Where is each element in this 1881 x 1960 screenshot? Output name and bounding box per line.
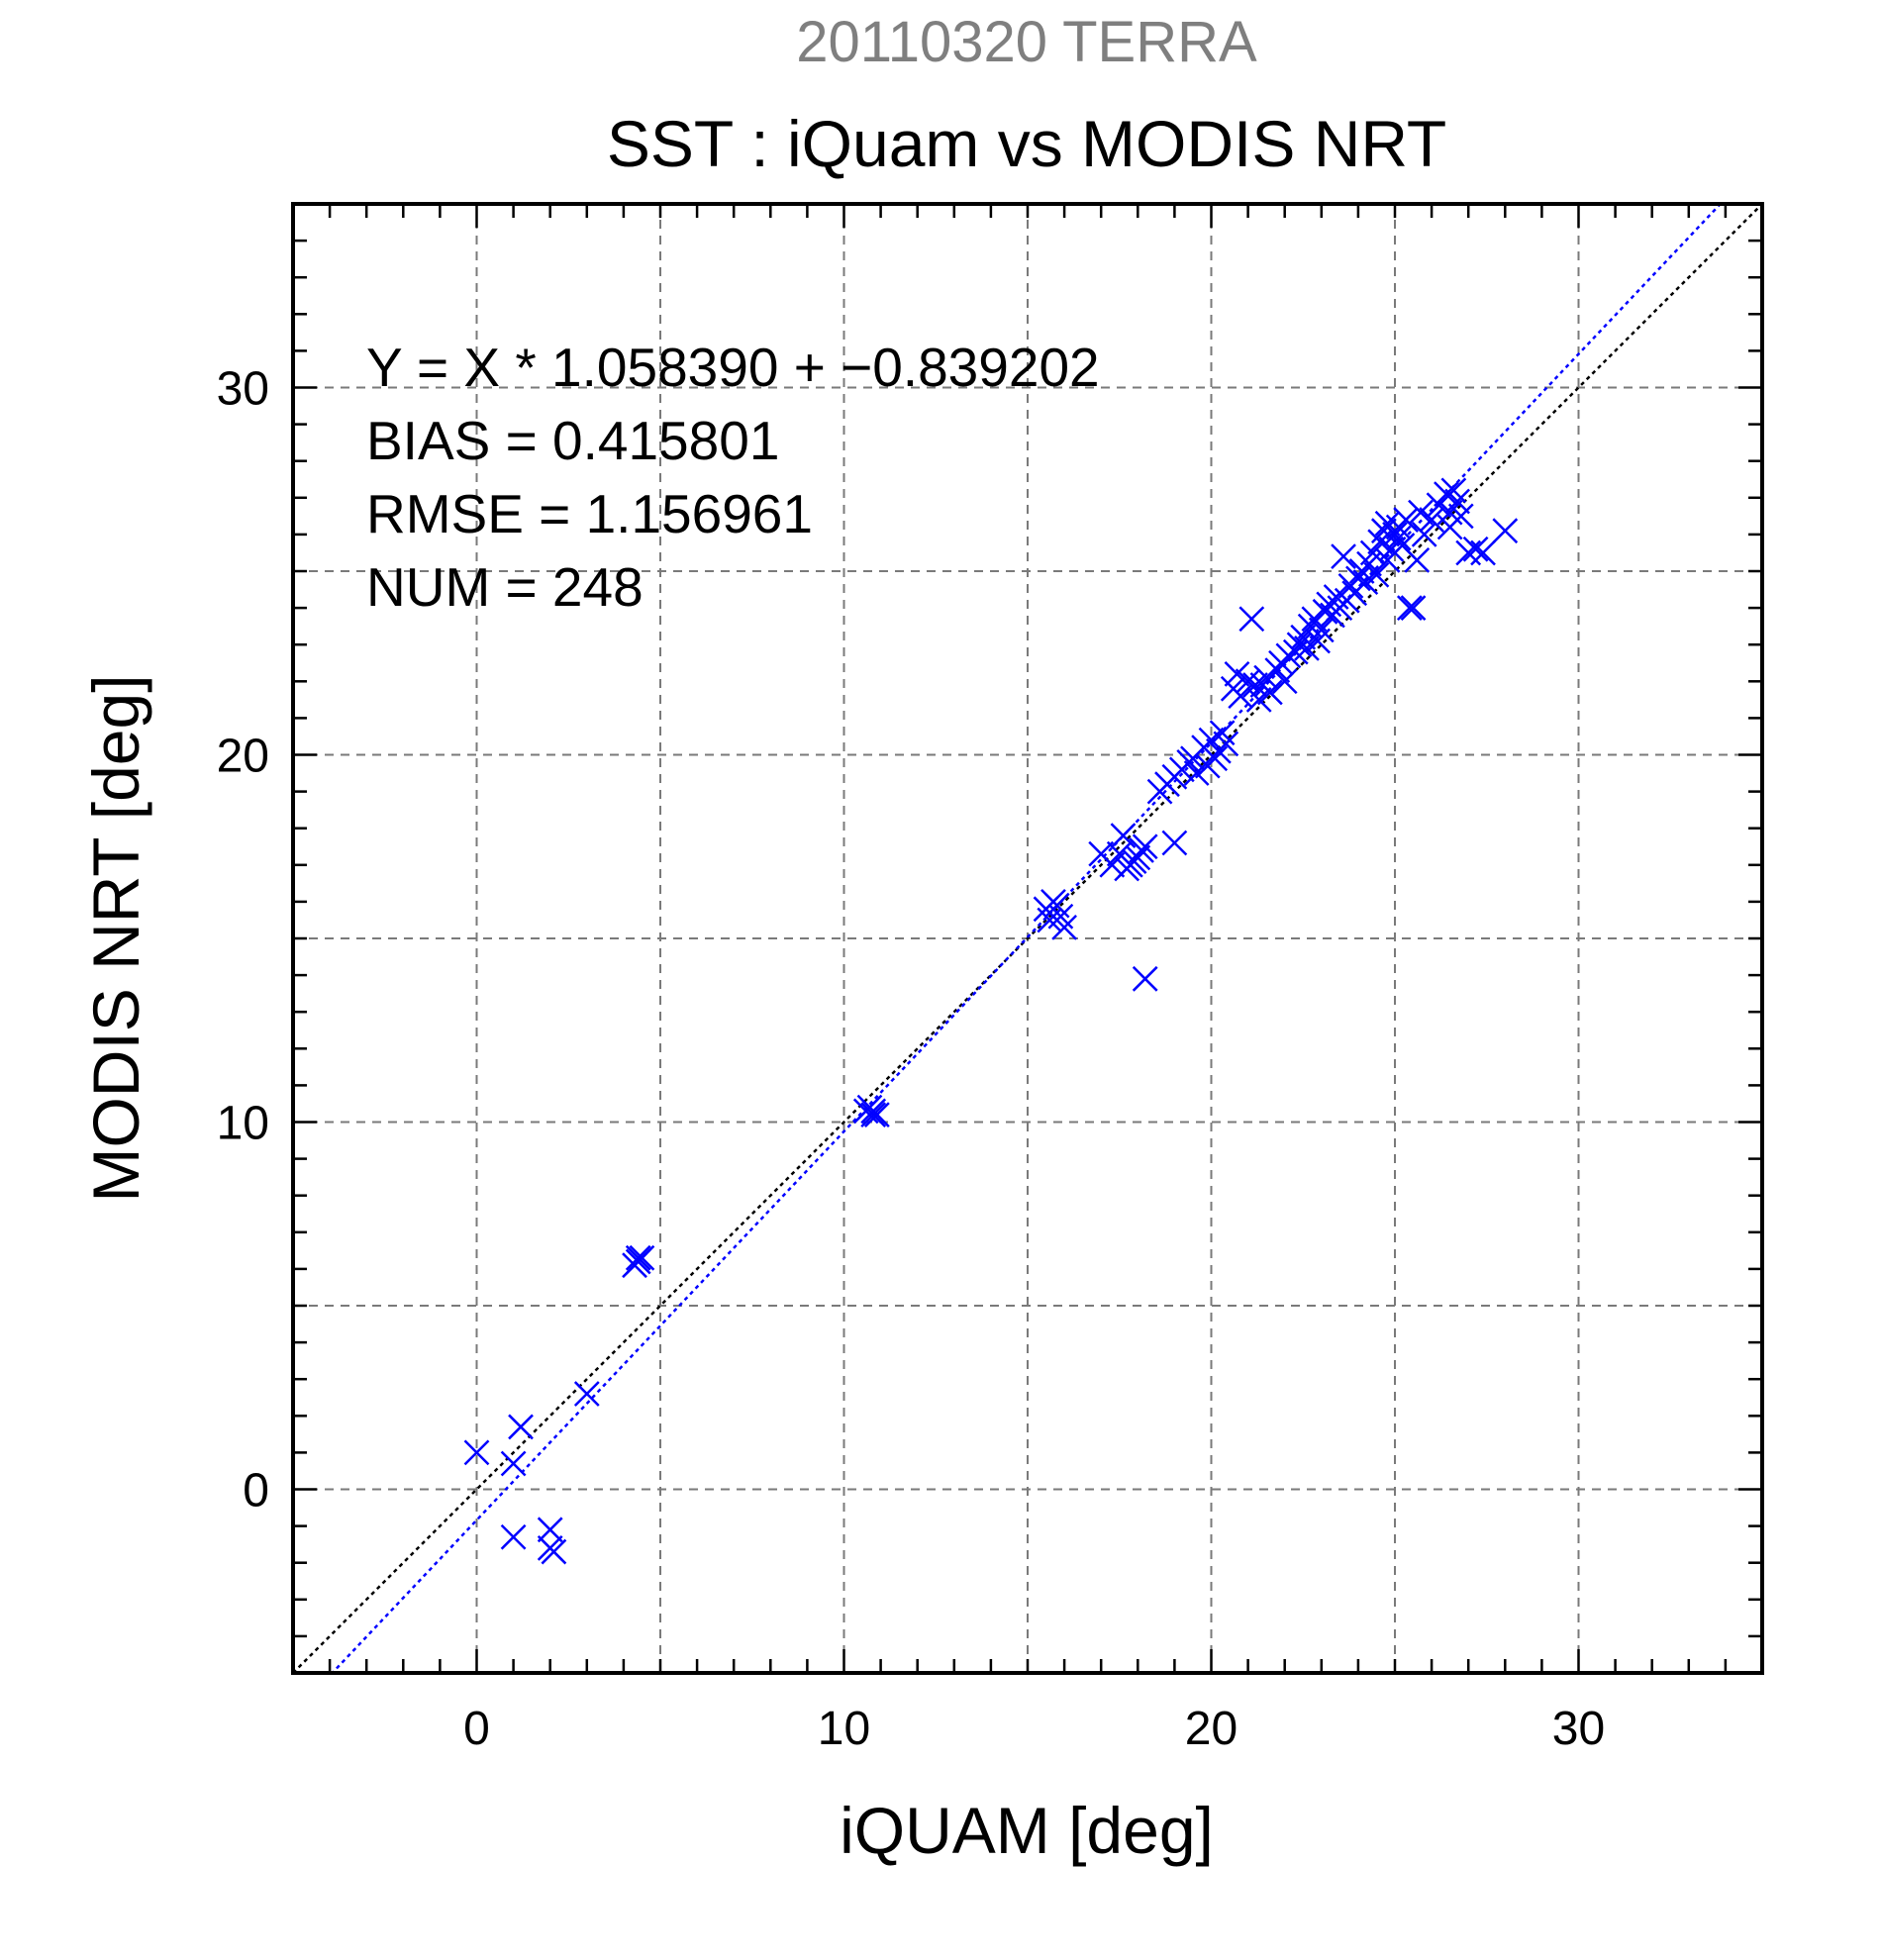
x-tick-label: 20 [1185,1703,1238,1755]
data-point [537,1517,563,1543]
y-tick-labels: 0 10 20 30 [217,363,269,1518]
data-point [1245,686,1272,713]
regression-equation: Y = X * 1.058390 + −0.839202 [366,337,1100,398]
data-point [1393,507,1420,533]
data-point [1455,539,1482,566]
x-tick-labels: 0 10 20 30 [463,1703,1605,1755]
data-point [1132,833,1158,860]
data-point [1312,598,1338,625]
data-point [1202,745,1229,772]
y-tick-label: 10 [217,1098,269,1150]
gridlines [293,204,1762,1673]
regression-line [330,204,1723,1673]
data-point [856,1094,883,1121]
data-point [625,1244,651,1271]
data-point [1249,672,1276,698]
data-point [1271,668,1298,695]
plot-frame [291,202,1764,1675]
chart-title: 20110320 TERRA [796,10,1257,74]
data-point [1408,499,1434,526]
data-point [541,1538,567,1565]
data-point [860,1102,887,1127]
data-point [1363,561,1390,588]
chart-subtitle: SST : iQuam vs MODIS NRT [607,107,1446,180]
bias-value: BIAS = 0.415801 [366,410,779,471]
data-point [1110,823,1137,849]
axis-ticks [293,204,1762,1673]
data-point [1213,731,1239,757]
data-point [1331,543,1356,570]
x-tick-label: 10 [818,1703,870,1755]
data-point [1400,595,1427,621]
data-point [1238,606,1265,633]
data-points [463,477,1519,1565]
x-tick-label: 0 [463,1703,490,1755]
data-point [463,1439,490,1466]
one-to-one-line [293,204,1762,1673]
data-point [1161,830,1188,856]
y-tick-label: 0 [243,1465,269,1518]
data-point [500,1450,527,1477]
data-point [1374,546,1401,573]
reference-lines [293,204,1762,1673]
x-tick-label: 30 [1552,1703,1605,1755]
data-point [1043,892,1070,919]
num-value: NUM = 248 [366,556,644,618]
data-point [1242,672,1268,698]
data-point [1294,636,1320,661]
y-axis-label: MODIS NRT [deg] [79,674,152,1202]
data-point [1099,851,1126,878]
data-point [1444,488,1470,515]
data-point [1183,760,1210,786]
data-point [1180,745,1206,772]
y-tick-label: 20 [217,731,269,783]
data-point [500,1523,527,1550]
data-point [508,1414,534,1440]
stats-annotations: Y = X * 1.058390 + −0.839202 BIAS = 0.41… [366,337,1100,618]
data-point [1492,518,1519,544]
data-point [1051,914,1077,940]
data-point [1224,660,1250,687]
data-point [1419,507,1444,533]
data-point [1404,546,1431,573]
x-axis-label: iQUAM [deg] [840,1794,1214,1867]
data-point [1396,595,1423,621]
data-point [1436,514,1463,540]
y-tick-label: 30 [217,363,269,416]
data-point [1385,525,1412,551]
data-point [1470,539,1496,566]
data-point [573,1381,600,1407]
data-point [1125,844,1151,871]
data-point [1411,522,1437,547]
data-point [1132,965,1158,992]
data-point [1037,907,1063,933]
data-point [622,1252,647,1279]
rmse-value: RMSE = 1.156961 [366,483,813,544]
data-point [1462,536,1489,562]
